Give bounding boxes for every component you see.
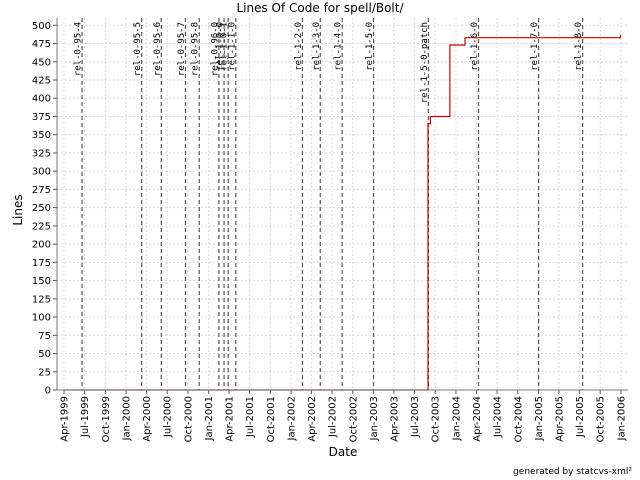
x-tick-label: Jan-2004: [451, 396, 462, 441]
release-markers: rel-0-95-4 rel-0-95-5 rel-0-95-6 rel-0-95-7…: [74, 18, 584, 390]
release-marker-label: rel-1-6-0: [470, 22, 480, 71]
y-tick-label: 300: [32, 167, 51, 178]
release-marker-label: rel-1-5-0: [365, 22, 375, 71]
y-tick-label: 450: [32, 57, 51, 68]
release-marker-label: rel-1-2-0: [294, 22, 304, 71]
x-tick-label: Oct-2000: [183, 396, 194, 442]
release-marker-label: rel-1-0-0: [216, 22, 226, 71]
x-axis-title: Date: [329, 445, 358, 459]
y-tick-label: 0: [45, 386, 51, 397]
x-tick-label: Jan-2005: [534, 396, 545, 441]
release-marker-label: rel-1-5-0-patch: [420, 22, 430, 103]
x-tick-label: Apr-2003: [389, 396, 400, 442]
release-marker-label: rel-1-3-0: [312, 22, 322, 71]
y-tick-label: 200: [32, 240, 51, 251]
release-marker-label: rel-0-95-6: [153, 22, 163, 76]
x-tick-label: Apr-2005: [554, 396, 565, 442]
x-tick-label: Apr-2001: [225, 396, 236, 442]
x-tick-label: Oct-1999: [101, 396, 112, 442]
series-layer: [64, 34, 622, 391]
x-tick-label: Jan-2006: [617, 396, 628, 441]
y-tick-label: 375: [32, 112, 51, 123]
y-tick-label: 275: [32, 185, 51, 196]
x-tick-label: Jul-2001: [245, 396, 256, 438]
release-marker-label: rel-0-95-8: [191, 22, 201, 76]
x-tick-label: Apr-2002: [307, 396, 318, 442]
x-tick-label: Apr-2004: [472, 396, 483, 442]
x-tick-label: Oct-2005: [596, 396, 607, 442]
x-tick-label: Oct-2002: [348, 396, 359, 442]
y-tick-label: 25: [38, 367, 51, 378]
x-tick-label: Jul-1999: [80, 396, 91, 438]
loc-series-line: [64, 34, 622, 391]
y-axis-title: Lines: [11, 194, 25, 225]
x-tick-label: Oct-2004: [513, 396, 524, 442]
y-tick-label: 175: [32, 258, 51, 269]
x-tick-label: Jul-2004: [493, 396, 504, 438]
x-tick-label: Jul-2003: [410, 396, 421, 438]
y-tick-label: 500: [32, 21, 51, 32]
y-tick-label: 50: [38, 349, 51, 360]
axes: 0 25 50 75 100 125 150 175 200 225 250 275 300 325 350…: [32, 18, 628, 442]
text-layer: Lines Of Code for spell/Bolt/ Date Lines…: [11, 1, 632, 477]
chart-title: Lines Of Code for spell/Bolt/: [236, 1, 404, 15]
x-tick-label: Jan-2000: [122, 396, 133, 441]
y-tick-label: 125: [32, 294, 51, 305]
y-tick-label: 75: [38, 331, 51, 342]
x-tick-label: Apr-1999: [59, 396, 70, 442]
generator-credit: generated by statcvs-xml²: [513, 467, 632, 477]
release-marker-label: rel-1-1-0: [227, 22, 237, 71]
y-tick-label: 150: [32, 276, 51, 287]
x-tick-label: Jul-2000: [163, 396, 174, 438]
x-tick-label: Oct-2003: [431, 396, 442, 442]
y-tick-label: 325: [32, 148, 51, 159]
x-tick-label: Jul-2002: [328, 396, 339, 438]
y-tick-label: 425: [32, 76, 51, 87]
release-marker-label: rel-0-95-7: [177, 22, 187, 76]
y-tick-label: 250: [32, 203, 51, 214]
y-tick-label: 350: [32, 130, 51, 141]
y-tick-label: 225: [32, 221, 51, 232]
x-tick-label: Apr-2000: [142, 396, 153, 442]
x-tick-label: Jan-2001: [204, 396, 215, 441]
x-tick-label: Jan-2002: [287, 396, 298, 441]
release-marker-label: rel-0-95-5: [133, 22, 143, 76]
release-marker-label: rel-1-0-1: [220, 22, 230, 71]
x-tick-label: Jul-2005: [575, 396, 586, 438]
release-marker-label: rel-1-7-0: [530, 22, 540, 71]
x-tick-label: Jan-2003: [369, 396, 380, 441]
y-tick-label: 100: [32, 313, 51, 324]
y-tick-label: 475: [32, 39, 51, 50]
release-marker-label: rel-0-96-0: [210, 22, 220, 76]
release-marker-label: rel-1-8-0: [574, 22, 584, 71]
y-tick-label: 400: [32, 94, 51, 105]
x-tick-label: Oct-2001: [266, 396, 277, 442]
release-marker-label: rel-1-4-0: [334, 22, 344, 71]
release-marker-label: rel-0-95-4: [74, 22, 84, 76]
